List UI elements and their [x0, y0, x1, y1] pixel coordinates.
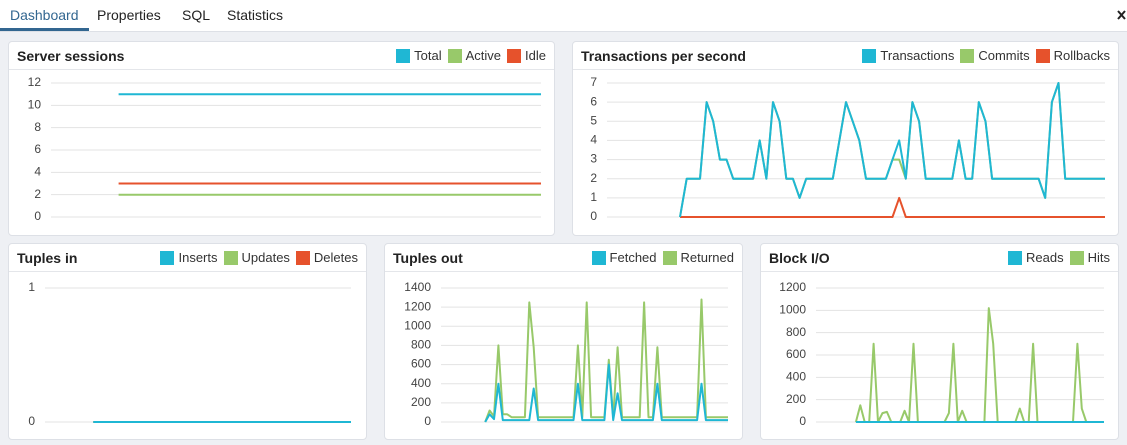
y-tick-label: 3: [590, 152, 597, 166]
y-tick-label: 2: [590, 171, 597, 185]
series-line: [484, 363, 728, 423]
legend-swatch: [862, 48, 877, 63]
y-tick-label: 6: [34, 142, 41, 156]
y-tick-label: 0: [34, 209, 41, 223]
series-line: [680, 196, 1105, 218]
legend: Inserts Updates Deletes: [154, 250, 358, 265]
legend-swatch: [1069, 250, 1084, 265]
y-tick-label: 400: [411, 376, 431, 390]
y-tick-label: 600: [786, 347, 806, 361]
legend-swatch: [223, 250, 238, 265]
legend-label: Reads: [1026, 250, 1064, 265]
chart-title: Tuples out: [393, 249, 463, 266]
y-tick-label: 4: [34, 165, 41, 179]
chart-panel: Tuples out Fetched Returned 0 200 400 600 800 10…: [384, 243, 743, 440]
y-tick-label: 200: [786, 392, 806, 406]
y-tick-label: 0: [799, 414, 806, 428]
y-tick-label: 600: [411, 357, 431, 371]
series-line: [679, 82, 1105, 218]
legend-label: Inserts: [178, 250, 218, 265]
y-tick-label: 5: [590, 113, 597, 127]
y-tick-label: 400: [786, 370, 806, 384]
plot: 0 200 400 600 800 1000 1200: [779, 280, 1104, 428]
plot: 0 2 4 6 8 10 12: [28, 75, 541, 223]
chart-panel: Block I/O Reads Hits 0 200 400 600 800 1000 1200: [760, 243, 1119, 440]
chart-title: Block I/O: [769, 249, 830, 266]
panel-header: Block I/O Reads Hits: [761, 244, 1118, 272]
panel-header: Tuples in Inserts Updates Deletes: [9, 244, 366, 272]
y-tick-label: 1200: [404, 299, 431, 313]
y-tick-label: 10: [28, 98, 42, 112]
legend-swatch: [662, 250, 677, 265]
y-tick-label: 8: [34, 120, 41, 134]
series-line: [679, 82, 1105, 218]
y-tick-label: 800: [411, 338, 431, 352]
legend-label: Active: [465, 48, 502, 63]
tab[interactable]: Dashboard: [0, 0, 89, 31]
y-tick-label: 0: [424, 414, 431, 428]
y-tick-label: 800: [786, 325, 806, 339]
y-tick-label: 200: [411, 395, 431, 409]
chart-panel: Tuples in Inserts Updates Deletes 0 1: [8, 243, 367, 440]
legend-label: Idle: [525, 48, 546, 63]
legend: Fetched Returned: [586, 250, 734, 265]
y-tick-label: 0: [28, 414, 35, 428]
y-tick-label: 1000: [404, 318, 431, 332]
legend-swatch: [1008, 250, 1023, 265]
legend-swatch: [960, 48, 975, 63]
plot: 0 1 2 3 4 5 6 7: [590, 75, 1105, 223]
legend: Transactions Commits Rollbacks: [856, 48, 1110, 63]
legend-label: Updates: [241, 250, 290, 265]
y-tick-label: 2: [34, 187, 41, 201]
tab[interactable]: Properties: [97, 7, 161, 23]
chart-title: Server sessions: [17, 47, 125, 64]
legend-label: Total: [414, 48, 442, 63]
panel-header: Tuples out Fetched Returned: [385, 244, 742, 272]
y-tick-label: 4: [590, 133, 597, 147]
series-line: [854, 307, 1104, 423]
close-icon[interactable]: [1117, 10, 1126, 20]
chart-title: Transactions per second: [581, 47, 746, 64]
legend-swatch: [160, 250, 175, 265]
y-tick-label: 1: [28, 280, 35, 294]
legend-label: Returned: [680, 250, 734, 265]
legend-swatch: [295, 250, 310, 265]
y-tick-label: 6: [590, 94, 597, 108]
panel-header: Server sessions Total Active Idle: [9, 42, 554, 70]
legend: Reads Hits: [1002, 250, 1110, 265]
legend-label: Deletes: [313, 250, 358, 265]
legend-label: Transactions: [880, 48, 955, 63]
plot: 0 200 400 600 800 1000 1200 1400: [404, 280, 728, 428]
y-tick-label: 1200: [779, 280, 806, 294]
y-tick-label: 7: [590, 75, 597, 89]
y-tick-label: 1000: [779, 303, 806, 317]
legend-label: Hits: [1087, 250, 1110, 265]
tab-bar: Dashboard Properties SQL Statistics: [0, 0, 1127, 32]
legend-swatch: [507, 48, 522, 63]
tab[interactable]: Statistics: [227, 7, 284, 23]
y-tick-label: 0: [590, 209, 597, 223]
legend-swatch: [396, 48, 411, 63]
panel-header: Transactions per second Transactions Commi…: [573, 42, 1118, 70]
legend-swatch: [447, 48, 462, 63]
legend: Total Active Idle: [390, 48, 546, 63]
chart-panel: Transactions per second Transactions Commi…: [572, 41, 1119, 236]
tab[interactable]: SQL: [182, 7, 211, 23]
chart-panel: Server sessions Total Active Idle 0 2 4 6 8 10 12: [8, 41, 555, 236]
legend-swatch: [591, 250, 606, 265]
chart-title: Tuples in: [17, 249, 78, 266]
plot: 01: [28, 280, 351, 428]
y-tick-label: 1: [590, 190, 597, 204]
y-tick-label: 12: [28, 75, 42, 89]
legend-label: Rollbacks: [1053, 48, 1110, 63]
legend-label: Fetched: [609, 250, 657, 265]
legend-label: Commits: [978, 48, 1030, 63]
legend-swatch: [1035, 48, 1050, 63]
y-tick-label: 1400: [404, 280, 431, 294]
